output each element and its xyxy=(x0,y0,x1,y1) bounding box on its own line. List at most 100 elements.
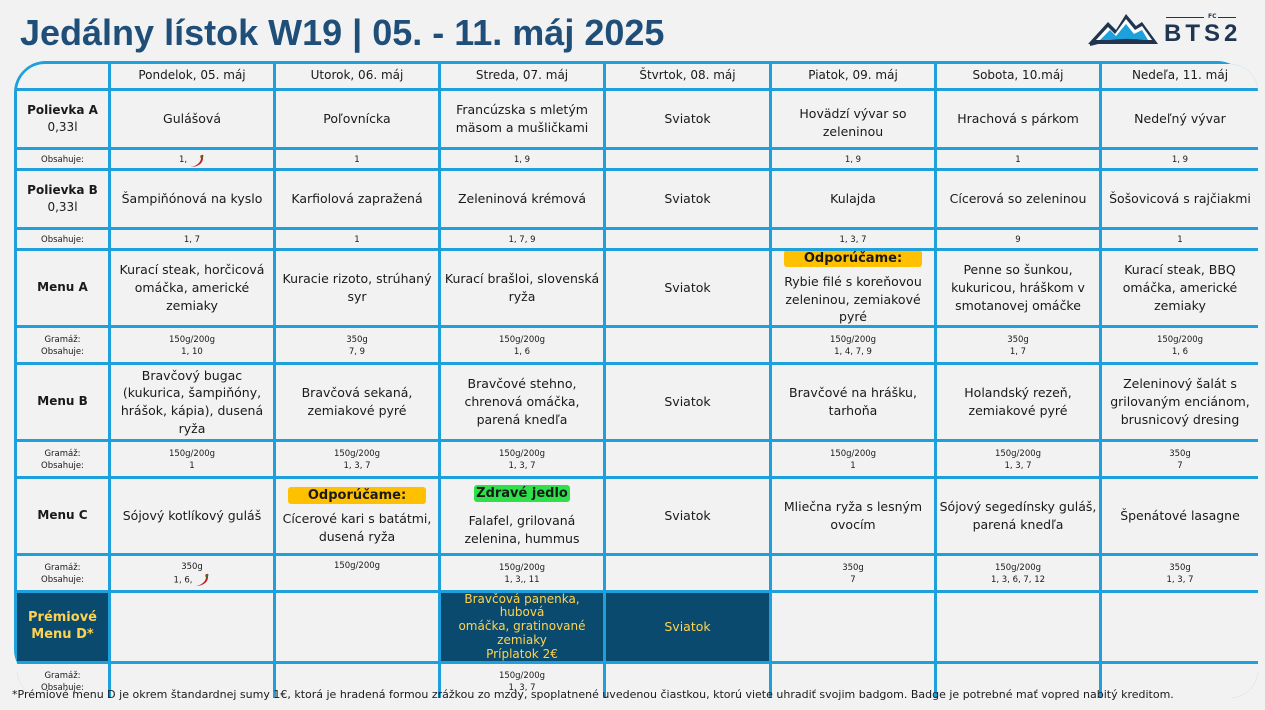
allergen-cell xyxy=(606,230,769,248)
dish-cell: Bravčové stehno, chrenová omáčka, parená… xyxy=(441,365,603,439)
dish-cell: Karfiolová zapražená xyxy=(276,171,438,227)
weight-text: 150g/200g xyxy=(994,563,1042,574)
weight-allergen-cell: 350g 7 xyxy=(1102,442,1258,476)
recommend-badge: Odporúčame: xyxy=(784,251,922,267)
dish-cell: Mliečna ryža s lesným ovocím xyxy=(772,479,934,553)
contains-label: Obsahuje: xyxy=(41,460,84,471)
premium-dish-cell: Bravčová panenka, hubová omáčka, gratino… xyxy=(441,593,603,661)
premium-empty-cell xyxy=(276,664,438,698)
recommend-badge: Odporúčame: xyxy=(288,486,426,504)
menu-table: Pondelok, 05. máj Utorok, 06. máj Streda… xyxy=(17,64,1258,698)
allergen-cell: 1, 9 xyxy=(1102,150,1258,168)
weight-allergen-cell xyxy=(606,442,769,476)
premium-empty-cell xyxy=(937,664,1099,698)
day-header: Pondelok, 05. máj xyxy=(111,64,273,88)
dish-cell: Špenátové lasagne xyxy=(1102,479,1258,553)
day-header: Štvrtok, 08. máj xyxy=(606,64,769,88)
dish-cell: Kurací brašloi, slovenská ryža xyxy=(441,251,603,325)
weight-allergen-cell: 150g/200g 1, 4, 7, 9 xyxy=(772,328,934,362)
mountain-logo-icon xyxy=(1088,14,1158,46)
weight-allergen-cell: 150g/200g 1, 3, 6, 7, 12 xyxy=(937,556,1099,590)
allergen-cell: 9 xyxy=(937,230,1099,248)
dish-cell: Odporúčame: Rybie filé s koreňovou zelen… xyxy=(772,251,934,325)
row-label-volume: 0,33l xyxy=(47,120,78,134)
dish-cell: Sójový kotlíkový guláš xyxy=(111,479,273,553)
weight-text: 150g/200g xyxy=(829,449,877,460)
row-label-soup-b: Polievka B 0,33l xyxy=(17,171,108,227)
dish-cell: Zdravé jedlo Falafel, grilovaná zelenina… xyxy=(441,479,603,553)
contains-label: Obsahuje: xyxy=(17,150,108,168)
dish-text: Falafel, grilovaná zelenina, hummus xyxy=(464,512,580,546)
dish-cell: Poľovnícka xyxy=(276,91,438,147)
day-header: Streda, 07. máj xyxy=(441,64,603,88)
weight-allergen-cell: 150g/200g 1, 3, 7 xyxy=(937,442,1099,476)
footnote: *Prémiové menu D je okrem štandardnej su… xyxy=(12,688,1174,701)
premium-label-line1: Prémiové xyxy=(28,610,97,626)
weight-allergen-cell: 150g/200g 1, 3,, 11 xyxy=(441,556,603,590)
premium-holiday-cell: Sviatok xyxy=(606,593,769,661)
row-label-text: Polievka B xyxy=(27,182,98,197)
dish-cell: Hrachová s párkom xyxy=(937,91,1099,147)
dish-cell: Sviatok xyxy=(606,251,769,325)
premium-empty-cell xyxy=(111,664,273,698)
weight-allergen-cell: 350g 1, 3, 7 xyxy=(1102,556,1258,590)
allergen-cell: 1 xyxy=(276,150,438,168)
dish-cell: Bravčový bugac (kukurica, šampiňóny, hrá… xyxy=(111,365,273,439)
dish-cell: Penne so šunkou, kukuricou, hráškom v sm… xyxy=(937,251,1099,325)
dish-text: Rybie filé s koreňovou zeleninou, zemiak… xyxy=(784,273,922,325)
weight-text: 150g/200g xyxy=(333,449,381,460)
allergen-text: 1, 6 xyxy=(513,346,531,357)
weight-label: Gramáž: xyxy=(44,335,81,346)
weight-allergen-cell: 350g 7 xyxy=(772,556,934,590)
premium-surcharge: Príplatok 2€ xyxy=(486,646,558,661)
weight-text: 150g/200g xyxy=(829,335,877,346)
weight-text: 350g xyxy=(842,563,864,574)
dish-cell: Zeleninový šalát s grilovaným enciánom, … xyxy=(1102,365,1258,439)
allergen-text: 7 xyxy=(850,574,856,585)
contains-label: Obsahuje: xyxy=(41,574,84,585)
dish-cell: Odporúčame: Cícerové kari s batátmi, dus… xyxy=(276,479,438,553)
dish-cell: Gulášová xyxy=(111,91,273,147)
contains-label: Obsahuje: xyxy=(41,346,84,357)
allergen-text: 1, 3, 7 xyxy=(1004,460,1032,471)
row-label-menu-b: Menu B xyxy=(17,365,108,439)
allergen-text: 1, 4, 7, 9 xyxy=(834,346,872,357)
allergen-text: 1, 3,, 11 xyxy=(504,574,540,585)
row-label-text: Polievka A xyxy=(27,102,98,117)
row-label-menu-c: Menu C xyxy=(17,479,108,553)
weight-text: 350g xyxy=(1169,449,1191,460)
allergen-text: 1, 6 xyxy=(1171,346,1189,357)
dish-cell: Holandský rezeň, zemiakové pyré xyxy=(937,365,1099,439)
allergen-cell: 1, 3, 7 xyxy=(772,230,934,248)
dish-cell: Cícerová so zeleninou xyxy=(937,171,1099,227)
contains-label: Obsahuje: xyxy=(17,230,108,248)
premium-empty-cell xyxy=(276,593,438,661)
dish-cell: Kurací steak, horčicová omáčka, americké… xyxy=(111,251,273,325)
dish-cell: Sviatok xyxy=(606,479,769,553)
bts2-logo: FC BTS2 xyxy=(1086,10,1238,50)
day-header: Piatok, 09. máj xyxy=(772,64,934,88)
premium-empty-cell xyxy=(1102,664,1258,698)
allergen-text: 7 xyxy=(1177,460,1183,471)
corner-cell xyxy=(17,64,108,88)
weight-allergen-cell: 150g/200g 1, 3, 7 xyxy=(441,442,603,476)
premium-label-line2: Menu D* xyxy=(31,627,94,642)
day-header: Utorok, 06. máj xyxy=(276,64,438,88)
row-label-premium-menu-d: Prémiové Menu D* xyxy=(17,593,108,661)
dish-cell: Sviatok xyxy=(606,171,769,227)
premium-empty-cell xyxy=(111,593,273,661)
dish-cell: Šošovicová s rajčiakmi xyxy=(1102,171,1258,227)
allergen-text: 1, xyxy=(178,154,188,165)
allergen-cell: 1 xyxy=(1102,230,1258,248)
weight-allergen-cell: 150g/200g 1, 10 xyxy=(111,328,273,362)
weight-text: 150g/200g xyxy=(498,671,546,682)
weight-allergen-cell: 150g/200g 1, 3, 7 xyxy=(441,664,603,698)
weight-allergen-cell: 150g/200g 1, 3, 7 xyxy=(276,442,438,476)
premium-empty-cell xyxy=(772,664,934,698)
logo-fc: FC xyxy=(1208,13,1217,20)
allergen-cell: 1, 9 xyxy=(772,150,934,168)
premium-empty-cell xyxy=(772,593,934,661)
allergen-text: 1 xyxy=(850,460,856,471)
contains-label: Obsahuje: xyxy=(41,682,84,693)
weight-allergen-cell xyxy=(606,556,769,590)
